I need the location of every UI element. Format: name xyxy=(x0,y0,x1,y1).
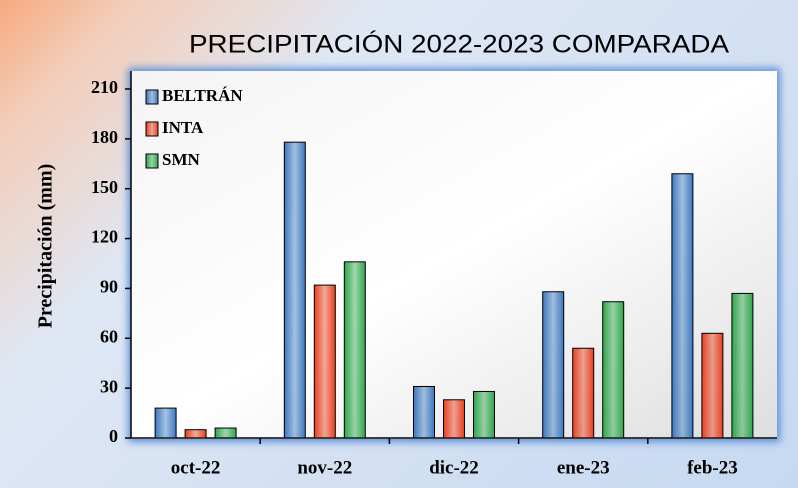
legend-swatch xyxy=(145,89,159,105)
chart-title: PRECIPITACIÓN 2022-2023 COMPARADA xyxy=(189,30,729,59)
bar xyxy=(343,261,366,439)
legend-label: INTA xyxy=(162,118,204,137)
bar xyxy=(184,429,207,439)
y-tick-label: 90 xyxy=(100,277,118,297)
bar xyxy=(542,291,565,439)
bar xyxy=(671,173,694,439)
y-tick-label: 60 xyxy=(100,326,118,346)
x-tick-label: oct-22 xyxy=(171,457,221,478)
bar xyxy=(473,390,495,439)
x-tick-label: ene-23 xyxy=(557,457,610,478)
x-tick-label: nov-22 xyxy=(297,457,352,478)
x-tick-label: feb-23 xyxy=(687,457,738,478)
bar xyxy=(731,292,754,439)
y-axis-label: Precipitación (mm) xyxy=(35,164,57,329)
y-tick-label: 0 xyxy=(109,426,118,446)
bar xyxy=(572,347,595,439)
legend-label: SMN xyxy=(162,150,201,169)
legend-label: BELTRÁN xyxy=(162,86,243,105)
x-tick-label: dic-22 xyxy=(429,457,479,478)
y-tick-label: 210 xyxy=(91,77,118,97)
bar xyxy=(214,427,237,439)
legend-swatch xyxy=(145,121,159,137)
bar xyxy=(154,407,177,439)
bar xyxy=(313,284,336,439)
bar xyxy=(443,399,465,439)
plot-area xyxy=(131,71,777,439)
bar xyxy=(701,332,724,439)
bar xyxy=(283,141,306,439)
legend-swatch xyxy=(145,153,159,169)
y-tick-label: 180 xyxy=(91,127,118,147)
y-tick-label: 150 xyxy=(91,177,118,197)
bar xyxy=(413,385,435,439)
y-tick-label: 120 xyxy=(91,227,118,247)
y-tick-label: 30 xyxy=(100,376,118,396)
bar xyxy=(602,301,625,439)
